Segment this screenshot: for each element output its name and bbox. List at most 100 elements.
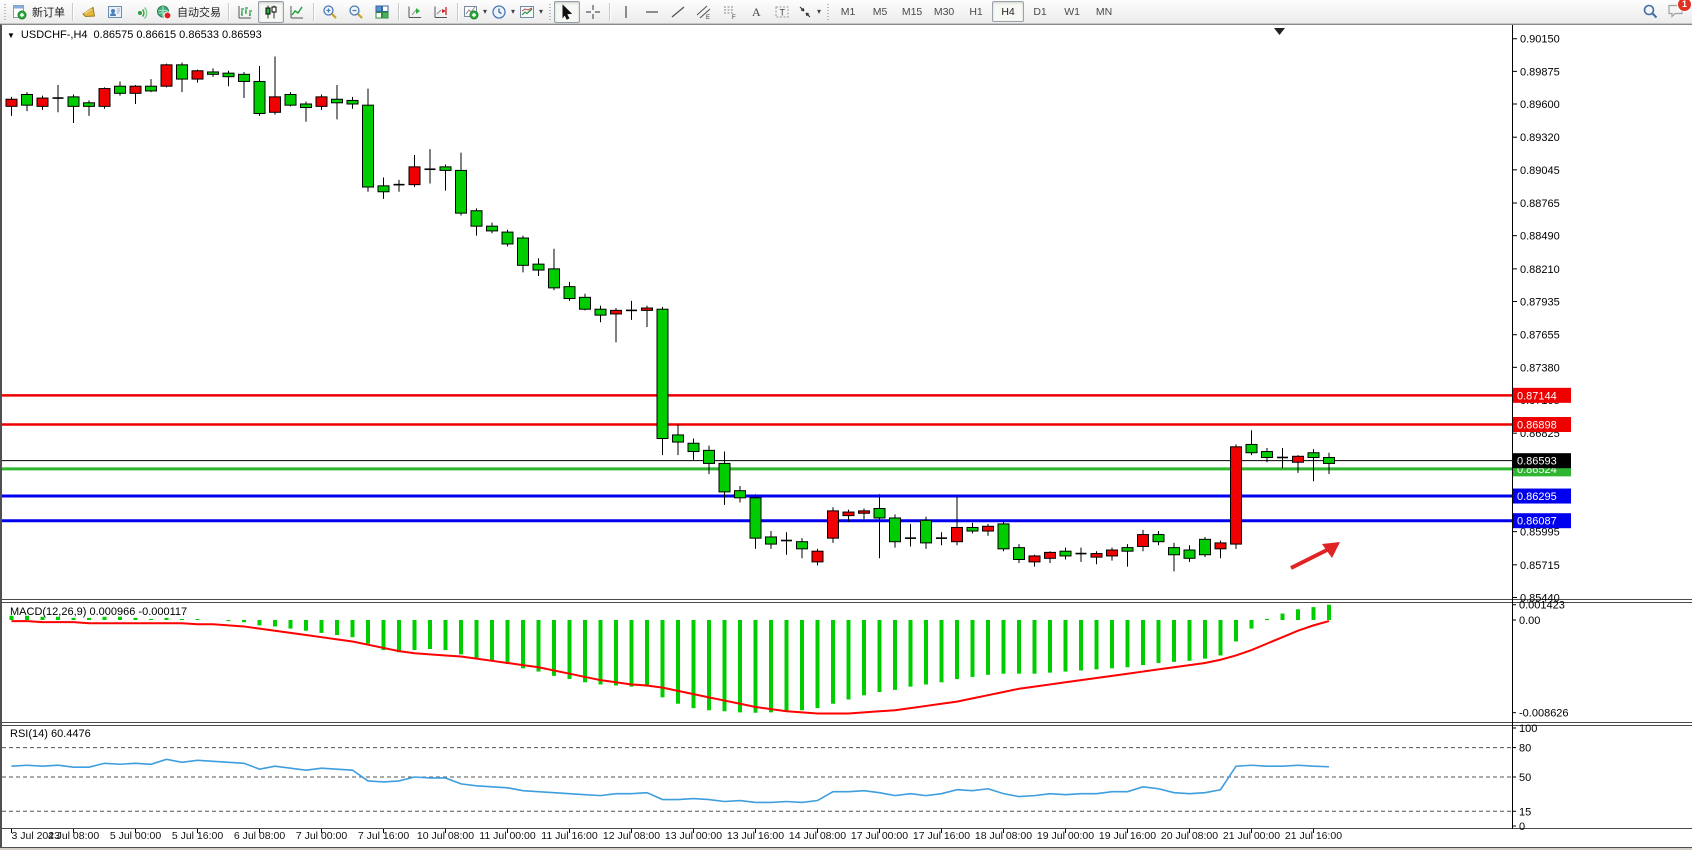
svg-text:T: T bbox=[780, 7, 786, 17]
svg-text:15: 15 bbox=[1519, 806, 1531, 818]
arrows-shapes-icon bbox=[799, 6, 811, 17]
notifications-button[interactable]: 1 bbox=[1667, 0, 1692, 22]
bar-chart-icon bbox=[238, 5, 252, 18]
tf-h4-button[interactable]: H4 bbox=[992, 1, 1025, 22]
price-tag bbox=[1513, 488, 1571, 504]
tf-m1-button[interactable]: M1 bbox=[840, 5, 856, 18]
indicators-icon bbox=[464, 5, 479, 19]
chart-title: ▼ USDCHF-,H4 0.86575 0.86615 0.86533 0.8… bbox=[7, 29, 262, 41]
svg-text:80: 80 bbox=[1519, 743, 1531, 755]
symbol-period-label: USDCHF-,H4 bbox=[20, 29, 88, 41]
text-label-tool-button[interactable]: T bbox=[769, 1, 795, 23]
svg-text:0.85715: 0.85715 bbox=[1520, 560, 1560, 572]
svg-text:0.88765: 0.88765 bbox=[1520, 198, 1560, 210]
svg-text:5 Jul 00:00: 5 Jul 00:00 bbox=[110, 830, 162, 842]
svg-text:13 Jul 00:00: 13 Jul 00:00 bbox=[665, 830, 722, 842]
horizontal-line-icon bbox=[646, 10, 659, 13]
gold-horn-icon bbox=[82, 6, 96, 17]
svg-text:6 Jul 08:00: 6 Jul 08:00 bbox=[234, 830, 286, 842]
new-order-button[interactable]: 新订单 bbox=[9, 1, 69, 23]
channel-tool-button[interactable]: E bbox=[691, 1, 717, 23]
notification-badge: 1 bbox=[1677, 0, 1692, 12]
svg-text:0.86898: 0.86898 bbox=[1517, 420, 1557, 432]
trendline-tool-button[interactable] bbox=[665, 1, 691, 23]
tf-m5-button[interactable]: M5 bbox=[872, 5, 888, 18]
shift-marker-icon bbox=[1274, 28, 1285, 35]
svg-text:50: 50 bbox=[1519, 772, 1531, 784]
text-a-icon: A bbox=[752, 5, 761, 19]
tf-mn-button[interactable]: MN bbox=[1095, 5, 1113, 18]
vertical-line-tool-button[interactable] bbox=[613, 1, 639, 23]
crosshair-icon bbox=[586, 4, 601, 19]
svg-text:12 Jul 08:00: 12 Jul 08:00 bbox=[603, 830, 660, 842]
svg-text:20 Jul 08:00: 20 Jul 08:00 bbox=[1161, 830, 1218, 842]
annotation-arrow-head bbox=[1322, 542, 1340, 558]
new-order-label: 新订单 bbox=[32, 6, 65, 19]
svg-text:E: E bbox=[706, 15, 710, 20]
svg-text:0.86087: 0.86087 bbox=[1517, 516, 1557, 528]
bar-chart-mode-button[interactable] bbox=[232, 1, 258, 23]
cursor-tool-button[interactable] bbox=[554, 0, 581, 23]
line-chart-mode-button[interactable] bbox=[284, 1, 310, 23]
svg-text:0.90150: 0.90150 bbox=[1520, 34, 1560, 46]
svg-text:17 Jul 00:00: 17 Jul 00:00 bbox=[851, 830, 908, 842]
fibonacci-tool-button[interactable]: F bbox=[717, 1, 743, 23]
auto-scroll-icon bbox=[408, 6, 421, 18]
auto-trading-button[interactable]: 自动交易 bbox=[154, 1, 225, 23]
text-tool-button[interactable]: A bbox=[743, 1, 769, 23]
periods-button[interactable]: ▾ bbox=[489, 1, 517, 23]
macd-signal-line bbox=[11, 620, 1330, 715]
tf-h1-button[interactable]: H1 bbox=[969, 5, 983, 18]
tf-m30-button[interactable]: M30 bbox=[933, 5, 955, 18]
toolbar-drag-handle[interactable] bbox=[549, 3, 552, 20]
candlestick-mode-button[interactable] bbox=[258, 0, 284, 23]
toolbar-drag-handle[interactable] bbox=[827, 3, 830, 20]
crosshair-tool-button[interactable] bbox=[580, 1, 606, 23]
symbol-dropdown-caret-icon[interactable]: ▼ bbox=[7, 30, 15, 40]
tf-d1-button[interactable]: D1 bbox=[1033, 5, 1047, 18]
svg-text:21 Jul 00:00: 21 Jul 00:00 bbox=[1223, 830, 1280, 842]
chart-canvas[interactable]: 0.90150 0.89875 0.89600 0.89320 0.89045 0.887… bbox=[2, 25, 1692, 848]
svg-text:A: A bbox=[752, 5, 761, 19]
svg-text:0.87655: 0.87655 bbox=[1520, 330, 1560, 342]
svg-text:13 Jul 16:00: 13 Jul 16:00 bbox=[727, 830, 784, 842]
arrows-tool-button[interactable]: ▾ bbox=[795, 1, 823, 23]
toolbar-drag-handle[interactable] bbox=[4, 3, 6, 20]
market-watch-button[interactable] bbox=[76, 1, 102, 23]
svg-text:7 Jul 00:00: 7 Jul 00:00 bbox=[296, 830, 348, 842]
line-chart-icon bbox=[290, 5, 303, 18]
svg-text:0.86295: 0.86295 bbox=[1517, 491, 1557, 503]
svg-text:0.001423: 0.001423 bbox=[1519, 600, 1565, 612]
price-tag bbox=[1513, 513, 1571, 529]
svg-text:F: F bbox=[732, 15, 736, 20]
svg-text:0.85995: 0.85995 bbox=[1520, 527, 1560, 539]
svg-text:7 Jul 16:00: 7 Jul 16:00 bbox=[358, 830, 410, 842]
svg-text:0.00: 0.00 bbox=[1519, 615, 1540, 627]
auto-scroll-button[interactable] bbox=[402, 1, 428, 23]
ohlc-values: 0.86575 0.86615 0.86533 0.86593 bbox=[93, 29, 262, 41]
fibonacci-icon: F bbox=[724, 6, 736, 20]
chart-shift-button[interactable] bbox=[428, 1, 454, 23]
horizontal-line-tool-button[interactable] bbox=[639, 1, 665, 23]
profile-button[interactable] bbox=[102, 1, 128, 23]
chevron-down-icon: ▾ bbox=[483, 7, 488, 16]
indicators-button[interactable]: ▾ bbox=[461, 1, 489, 23]
zoom-out-button[interactable] bbox=[343, 1, 369, 23]
templates-button[interactable]: ▾ bbox=[517, 1, 545, 23]
rsi-line bbox=[11, 758, 1330, 804]
signals-button[interactable] bbox=[128, 1, 154, 23]
search-icon[interactable] bbox=[1642, 3, 1659, 20]
tf-w1-button[interactable]: W1 bbox=[1064, 5, 1080, 18]
clock-icon bbox=[492, 4, 506, 19]
zoom-in-button[interactable] bbox=[317, 1, 343, 23]
template-icon bbox=[520, 5, 535, 18]
svg-text:0.86593: 0.86593 bbox=[1517, 456, 1557, 468]
candlestick-icon bbox=[265, 5, 277, 18]
svg-text:-0.008626: -0.008626 bbox=[1519, 708, 1569, 720]
svg-text:0: 0 bbox=[1519, 821, 1525, 833]
price-tag bbox=[1513, 417, 1571, 433]
svg-text:10 Jul 08:00: 10 Jul 08:00 bbox=[417, 830, 474, 842]
tile-windows-button[interactable] bbox=[369, 1, 395, 23]
annotation-arrow-shaft bbox=[1290, 547, 1330, 570]
tf-m15-button[interactable]: M15 bbox=[901, 5, 923, 18]
